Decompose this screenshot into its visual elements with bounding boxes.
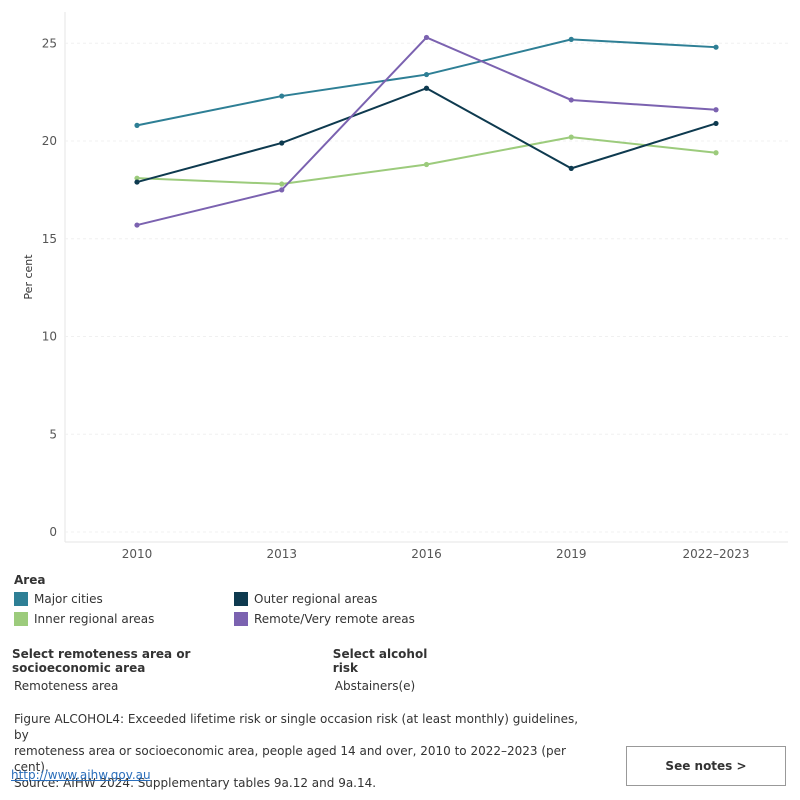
filters: Select remoteness area or socioeconomic …: [12, 647, 492, 693]
data-point: [134, 122, 140, 128]
series-line-remote-very-remote-areas: [136, 36, 717, 227]
caption-source: Source: AIHW 2024. Supplementary tables …: [14, 776, 377, 790]
y-tick-label: 5: [49, 427, 57, 441]
data-point: [279, 93, 285, 99]
data-point: [713, 44, 719, 50]
series-line-inner-regional-areas: [136, 136, 717, 186]
x-tick-label: 2013: [266, 547, 297, 561]
caption-line: remoteness area or socioeconomic area, p…: [14, 744, 566, 774]
data-point: [134, 179, 140, 185]
legend: Area Major cities Outer regional areas I…: [14, 573, 514, 627]
legend-item-remote[interactable]: Remote/Very remote areas: [234, 611, 454, 627]
data-point: [568, 97, 574, 103]
data-point: [423, 71, 430, 78]
y-tick-label: 0: [49, 525, 57, 539]
line-chart: 0 5 10 15 20 25 2010 2013 2016 2019 2022–2023 Per c…: [22, 12, 788, 561]
figure-caption: Figure ALCOHOL4: Exceeded lifetime risk …: [14, 711, 594, 791]
aihw-link[interactable]: http://www.aihw.gov.au: [11, 768, 151, 782]
legend-item-inner-regional[interactable]: Inner regional areas: [14, 611, 234, 627]
legend-label: Major cities: [34, 592, 103, 606]
x-tick-label: 2010: [122, 547, 153, 561]
data-point: [713, 107, 719, 113]
data-point: [423, 85, 430, 91]
y-tick-label: 15: [42, 232, 57, 246]
legend-item-major-cities[interactable]: Major cities: [14, 591, 234, 607]
legend-label: Inner regional areas: [34, 612, 155, 626]
y-tick-label: 25: [42, 36, 57, 50]
data-point: [568, 165, 574, 171]
y-tick-label: 20: [42, 134, 57, 148]
y-tick-label: 10: [42, 330, 57, 344]
see-notes-button[interactable]: See notes >: [626, 746, 786, 786]
legend-label: Outer regional areas: [254, 592, 378, 606]
legend-item-outer-regional[interactable]: Outer regional areas: [234, 591, 454, 607]
y-axis-label: Per cent: [22, 254, 35, 300]
legend-swatch: [234, 592, 248, 606]
area-filter-label: Select remoteness area or socioeconomic …: [12, 647, 191, 675]
data-point: [279, 181, 285, 187]
risk-filter-select[interactable]: Abstainers(e): [334, 679, 416, 693]
risk-filter: Select alcohol risk Abstainers(e): [333, 647, 437, 693]
series-line-major-cities: [136, 38, 717, 127]
x-tick-label: 2016: [411, 547, 442, 561]
data-point: [423, 161, 430, 168]
caption-line: Figure ALCOHOL4: Exceeded lifetime risk …: [14, 712, 579, 742]
data-point: [423, 34, 430, 41]
data-point: [713, 150, 719, 156]
data-point: [568, 36, 574, 42]
data-point: [568, 134, 574, 140]
legend-swatch: [234, 612, 248, 626]
data-point: [134, 175, 140, 181]
risk-filter-label: Select alcohol risk: [332, 647, 428, 675]
legend-label: Remote/Very remote areas: [254, 612, 415, 626]
area-filter-select[interactable]: Remoteness area: [14, 679, 119, 693]
x-tick-label: 2022–2023: [682, 547, 749, 561]
data-point: [279, 140, 285, 146]
data-point: [134, 222, 140, 228]
data-point: [279, 187, 285, 193]
legend-swatch: [14, 592, 28, 606]
series-line-outer-regional-areas: [136, 87, 717, 184]
x-tick-label: 2019: [556, 547, 587, 561]
legend-swatch: [14, 612, 28, 626]
area-filter: Select remoteness area or socioeconomic …: [12, 647, 278, 693]
data-point: [713, 120, 719, 127]
legend-title: Area: [14, 573, 46, 587]
